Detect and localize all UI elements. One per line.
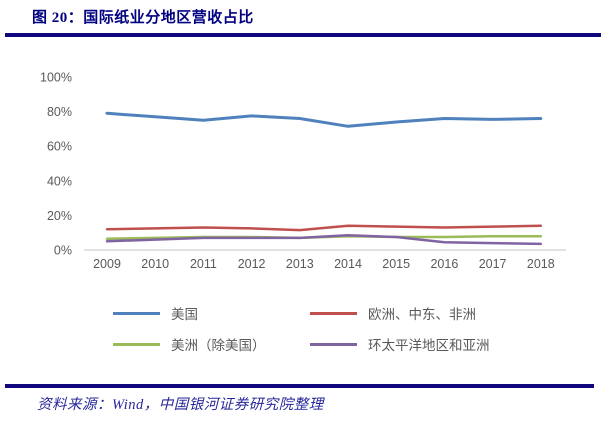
footer-divider: [5, 384, 594, 388]
x-tick-label: 2013: [286, 257, 314, 271]
x-tick-label: 2014: [334, 257, 362, 271]
y-tick-label: 20%: [47, 209, 72, 223]
legend-label: 美洲（除美国）: [171, 338, 266, 353]
legend-item-emea: 欧洲、中东、非洲: [310, 303, 476, 323]
legend-line-swatch-green: [113, 342, 160, 346]
x-tick-label: 2011: [190, 257, 217, 271]
series-line-0: [105, 111, 543, 128]
figure-title: 图 20：国际纸业分地区营收占比: [32, 10, 254, 26]
x-tick-label: 2010: [141, 257, 169, 271]
y-tick-label: 80%: [47, 105, 72, 119]
x-tick-label: 2018: [527, 257, 555, 271]
legend-label: 欧洲、中东、非洲: [368, 307, 476, 322]
y-tick-label: 100%: [40, 71, 72, 85]
y-tick-label: 0%: [54, 244, 72, 258]
line-chart: 0% 20% 40% 60% 80% 100% 2009 2010 2011 2012 2013 20…: [40, 71, 566, 271]
legend-line-swatch-red: [310, 311, 357, 315]
source-note: 资料来源：Wind，中国银河证券研究院整理: [37, 397, 324, 413]
chart-area: 0% 20% 40% 60% 80% 100% 2009 2010 2011 2012 2013 20…: [0, 50, 606, 285]
series-line-1: [105, 224, 543, 232]
legend-item-us: 美国: [113, 303, 198, 323]
x-tick-label: 2015: [382, 257, 410, 271]
legend-item-pacific: 环太平洋地区和亚洲: [310, 334, 490, 354]
x-tick-label: 2016: [430, 257, 458, 271]
title-divider: [5, 33, 601, 37]
x-tick-label: 2017: [479, 257, 507, 271]
legend-label: 环太平洋地区和亚洲: [368, 338, 490, 353]
series-line-3: [105, 234, 543, 246]
x-tick-label: 2012: [238, 257, 266, 271]
legend-item-americas: 美洲（除美国）: [113, 334, 266, 354]
legend-label: 美国: [171, 307, 198, 322]
y-tick-label: 40%: [47, 174, 72, 188]
x-tick-label: 2009: [93, 257, 121, 271]
legend-line-swatch-blue: [113, 311, 160, 315]
legend-line-swatch-purple: [310, 342, 357, 346]
y-tick-label: 60%: [47, 140, 72, 154]
